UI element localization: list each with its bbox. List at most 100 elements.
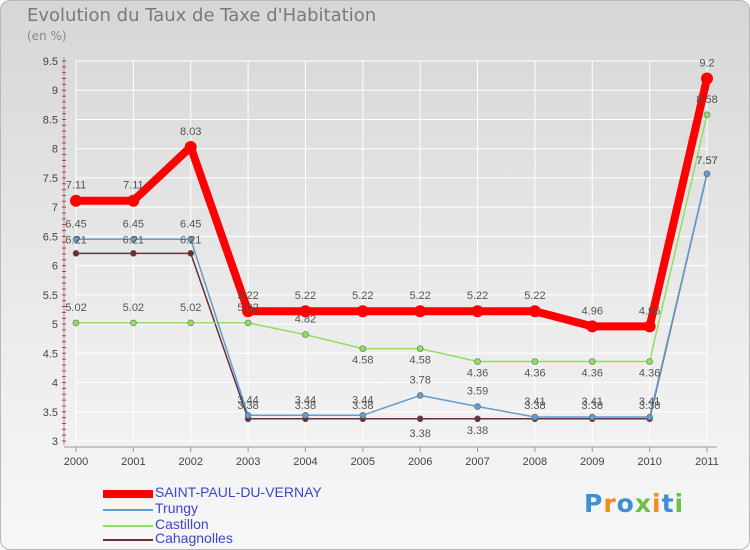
legend-label: Cahagnolles (155, 530, 233, 546)
data-label: 4.58 (409, 355, 430, 367)
data-label: 3.44 (237, 394, 258, 406)
data-point (416, 392, 424, 399)
series-line (75, 173, 708, 420)
data-label: 7.11 (123, 180, 144, 192)
logo-letter: P (584, 489, 604, 518)
legend-label: Trungy (155, 500, 199, 516)
x-tick-label: 2005 (351, 456, 375, 468)
legend-swatch (103, 525, 153, 527)
data-label: 4.96 (639, 305, 660, 317)
y-tick-label: 7 (52, 202, 58, 214)
data-label: 5.22 (524, 290, 545, 302)
data-label: 3.38 (295, 400, 316, 412)
grid (75, 60, 708, 442)
data-label: 3.41 (582, 396, 603, 408)
data-label: 5.22 (467, 290, 488, 302)
data-point (187, 236, 195, 243)
data-label: 3.38 (237, 400, 258, 412)
data-label: 5.22 (295, 290, 316, 302)
x-tick-label: 2009 (580, 456, 604, 468)
y-tick-label: 6 (52, 261, 58, 273)
y-tick-label: 9.5 (43, 56, 58, 68)
data-point (528, 305, 541, 318)
data-label: 4.36 (524, 367, 545, 379)
data-labels: 7.11 7.11 8.03 5.22 5.22 5.22 5.22 5.22 5.22 4.96… (65, 58, 717, 440)
x-tick-label: 2004 (293, 456, 317, 468)
logo-letter: r (603, 489, 617, 518)
y-tick-label: 4.5 (43, 348, 58, 360)
data-point (187, 319, 195, 327)
data-label: 5.22 (352, 290, 373, 302)
logo-letter: o (616, 489, 635, 518)
data-point (474, 415, 481, 423)
data-label: 6.21 (180, 234, 201, 246)
data-point (643, 320, 656, 333)
logo-letter: i (674, 489, 685, 518)
legend-swatch (103, 490, 153, 498)
data-label: 3.78 (409, 374, 430, 386)
data-point (701, 72, 713, 85)
data-point (299, 305, 312, 318)
x-tick-label: 2008 (523, 456, 547, 468)
series-saint-paul-du-vernay (70, 72, 713, 333)
data-label: 4.96 (582, 305, 603, 317)
data-label: 6.45 (180, 218, 201, 230)
data-point (242, 305, 255, 318)
series-line (75, 173, 708, 418)
data-label: 7.11 (66, 180, 87, 192)
logo-letter: i (652, 489, 662, 518)
data-label: 6.45 (65, 218, 86, 230)
y-tick-label: 4 (52, 378, 58, 390)
data-point (531, 358, 539, 365)
data-label: 8.03 (180, 126, 201, 138)
chart-title: Evolution du Taux de Taxe d'Habitation (27, 5, 377, 26)
series-line (72, 74, 711, 331)
series-lines (70, 72, 713, 423)
data-label: 5.02 (180, 302, 201, 314)
y-tick-label: 3.5 (43, 407, 58, 419)
data-point (72, 236, 80, 243)
data-point (646, 413, 653, 421)
logo-letter: t (661, 489, 675, 518)
data-label: 3.38 (639, 400, 660, 412)
data-label: 4.82 (295, 314, 316, 326)
data-label: 3.41 (639, 396, 660, 408)
data-label: 3.44 (295, 394, 316, 406)
data-label: 6.21 (65, 234, 86, 246)
data-label: 3.59 (467, 386, 488, 398)
data-label: 8.58 (696, 94, 717, 106)
data-label: 6.21 (123, 234, 144, 246)
legend-label: Castillon (155, 516, 209, 532)
legend-label: SAINT-PAUL-DU-VERNAY (155, 484, 322, 500)
x-tick-label: 2001 (121, 456, 145, 468)
data-label: 7.57 (696, 155, 717, 167)
data-point (72, 319, 80, 327)
chart-subtitle: (en %) (27, 29, 67, 43)
data-label: 5.02 (123, 302, 144, 314)
data-point (474, 403, 481, 410)
logo-letter: x (634, 489, 652, 518)
data-label: 5.22 (409, 290, 430, 302)
data-label: 3.38 (352, 400, 373, 412)
data-label: 5.02 (65, 302, 86, 314)
data-point (416, 345, 424, 352)
x-tick-label: 2007 (465, 456, 489, 468)
data-point (588, 413, 596, 421)
y-tick-label: 6.5 (43, 231, 58, 243)
legend-swatch (103, 539, 153, 541)
data-point (130, 319, 137, 327)
data-point (531, 413, 539, 421)
data-point (127, 194, 140, 207)
data-label: 4.36 (467, 367, 488, 379)
data-label: 3.38 (467, 425, 488, 437)
data-label: 4.58 (352, 355, 373, 367)
data-point (70, 194, 82, 207)
data-point (416, 415, 424, 423)
data-point (187, 250, 195, 257)
data-point (244, 411, 252, 419)
series-castillon (72, 111, 711, 365)
x-tick-label: 2002 (178, 456, 202, 468)
y-tick-label: 5 (52, 319, 58, 331)
